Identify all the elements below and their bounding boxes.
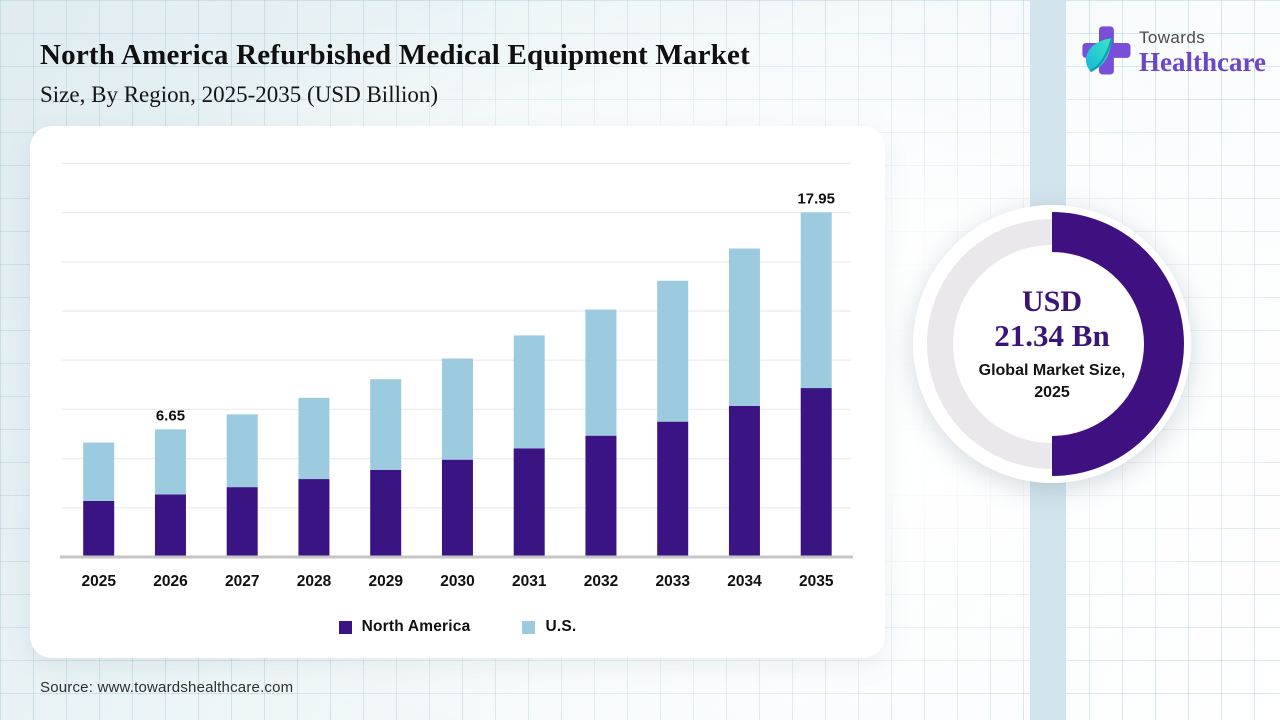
legend-label: North America xyxy=(361,618,471,635)
donut-chart: USD 21.34 Bn Global Market Size, 2025 xyxy=(913,205,1191,483)
x-axis-label-2029: 2029 xyxy=(368,573,403,590)
chart-card: 6.65 17.95 2025 2026 2027 2028 2029 2030 2031 203… xyxy=(30,126,885,658)
bar-segment-us-2028 xyxy=(298,397,330,480)
bar-segment-us-2034 xyxy=(728,248,760,406)
logo-text-healthcare: Healthcare xyxy=(1139,47,1266,78)
x-axis-label-2035: 2035 xyxy=(799,573,834,590)
x-axis-label-2026: 2026 xyxy=(153,573,188,590)
bar-segment-north-america-2030 xyxy=(441,459,473,557)
leaf-cross-icon xyxy=(1078,22,1134,83)
legend-item-north-america: North America xyxy=(338,618,471,636)
legend-label: U.S. xyxy=(545,618,577,635)
x-axis-label-2027: 2027 xyxy=(225,573,259,590)
bar-segment-north-america-2025 xyxy=(83,500,115,557)
bar-segment-north-america-2029 xyxy=(370,469,402,557)
bar-segment-north-america-2034 xyxy=(728,405,760,557)
donut-caption-line2: 2025 xyxy=(1034,383,1070,401)
page-subtitle: Size, By Region, 2025-2035 (USD Billion) xyxy=(40,81,439,107)
bar-segment-us-2029 xyxy=(370,379,402,470)
bar-segment-us-2035 xyxy=(800,212,832,389)
bar-segment-us-2031 xyxy=(513,335,545,449)
legend-item-u-s-: U.S. xyxy=(522,618,576,636)
company-logo: Towards Healthcare xyxy=(1078,22,1266,83)
donut-value-currency: USD xyxy=(1021,284,1082,318)
bar-segment-north-america-2033 xyxy=(657,421,689,557)
x-axis-label-2025: 2025 xyxy=(81,573,116,590)
x-axis-label-2031: 2031 xyxy=(512,573,547,590)
donut-caption-line1: Global Market Size, xyxy=(978,362,1126,380)
bar-segment-north-america-2031 xyxy=(513,448,545,557)
x-axis-label-2033: 2033 xyxy=(655,573,690,590)
x-axis-label-2030: 2030 xyxy=(440,573,474,590)
page-title: North America Refurbished Medical Equipm… xyxy=(40,39,750,71)
source-text: Source: www.towardshealthcare.com xyxy=(40,679,294,696)
donut-center-text: USD 21.34 Bn Global Market Size, 2025 xyxy=(961,253,1143,435)
donut-value-amount: 21.34 Bn xyxy=(994,317,1110,353)
bar-value-label-2026: 6.65 xyxy=(156,407,185,424)
bar-segment-us-2032 xyxy=(585,309,617,436)
chart-legend: North America U.S. xyxy=(30,612,885,642)
bar-segment-north-america-2026 xyxy=(154,494,186,557)
legend-swatch xyxy=(338,620,352,634)
header: North America Refurbished Medical Equipm… xyxy=(40,38,750,108)
bar-segment-north-america-2027 xyxy=(226,487,258,557)
bar-segment-us-2027 xyxy=(226,414,258,488)
x-axis-label-2028: 2028 xyxy=(297,573,332,590)
bar-value-label-2035: 17.95 xyxy=(797,190,835,207)
stacked-bar-chart: 6.65 17.95 2025 2026 2027 2028 2029 2030 2031 203… xyxy=(60,162,853,590)
bar-segment-us-2025 xyxy=(83,442,115,501)
bar-segment-us-2033 xyxy=(657,280,689,422)
x-axis-label-2032: 2032 xyxy=(584,573,618,590)
bar-segment-north-america-2028 xyxy=(298,479,330,557)
bar-segment-us-2030 xyxy=(441,358,473,460)
bar-segment-north-america-2032 xyxy=(585,435,617,557)
bar-segment-north-america-2035 xyxy=(800,388,832,557)
x-axis-label-2034: 2034 xyxy=(727,573,762,590)
legend-swatch xyxy=(522,620,536,634)
bar-segment-us-2026 xyxy=(154,429,186,495)
logo-text-towards: Towards xyxy=(1139,28,1206,48)
